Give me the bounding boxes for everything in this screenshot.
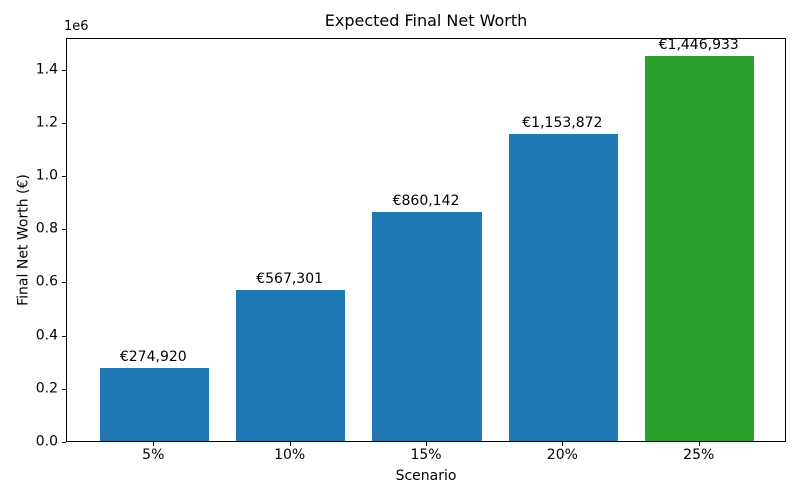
bar-value-label: €274,920	[119, 348, 187, 365]
bar-20%	[508, 134, 618, 441]
plot-area	[66, 38, 786, 442]
y-tick-mark	[62, 69, 66, 71]
y-axis-offset-label: 1e6	[64, 19, 89, 34]
y-tick-mark	[62, 282, 66, 284]
y-tick-mark	[62, 122, 66, 124]
bar-15%	[372, 212, 482, 441]
y-tick-label: 1.2	[35, 114, 58, 131]
bar-25%	[645, 56, 755, 441]
y-tick-label: 0.6	[35, 273, 58, 290]
y-tick-mark	[62, 176, 66, 178]
y-tick-label: 0.8	[35, 220, 58, 237]
y-tick-mark	[62, 335, 66, 337]
y-tick-label: 1.0	[35, 167, 58, 184]
y-tick-label: 0.0	[35, 433, 58, 450]
y-tick-label: 1.4	[35, 61, 58, 78]
bar-value-label: €860,142	[392, 193, 460, 210]
y-tick-label: 0.2	[35, 380, 58, 397]
bar-10%	[236, 290, 346, 441]
bar-value-label: €1,153,872	[522, 115, 603, 132]
y-tick-mark	[62, 442, 66, 443]
y-axis-label: Final Net Worth (€)	[15, 174, 32, 306]
x-tick-label: 20%	[546, 447, 578, 463]
x-tick-mark	[289, 442, 291, 446]
x-tick-mark	[562, 442, 564, 446]
x-tick-label: 25%	[683, 447, 715, 463]
x-tick-mark	[426, 442, 427, 446]
x-tick-label: 10%	[274, 447, 306, 463]
x-tick-mark	[153, 442, 155, 446]
bar-value-label: €567,301	[256, 271, 324, 288]
y-tick-label: 0.4	[35, 327, 58, 344]
y-tick-mark	[62, 388, 66, 390]
bar-5%	[99, 367, 209, 441]
x-tick-label: 15%	[410, 447, 442, 463]
chart-title: Expected Final Net Worth	[324, 11, 528, 30]
x-tick-label: 5%	[142, 447, 165, 463]
bar-value-label: €1,446,933	[658, 37, 739, 54]
x-axis-label: Scenario	[395, 468, 457, 484]
y-tick-mark	[62, 229, 66, 231]
x-tick-mark	[698, 442, 700, 446]
